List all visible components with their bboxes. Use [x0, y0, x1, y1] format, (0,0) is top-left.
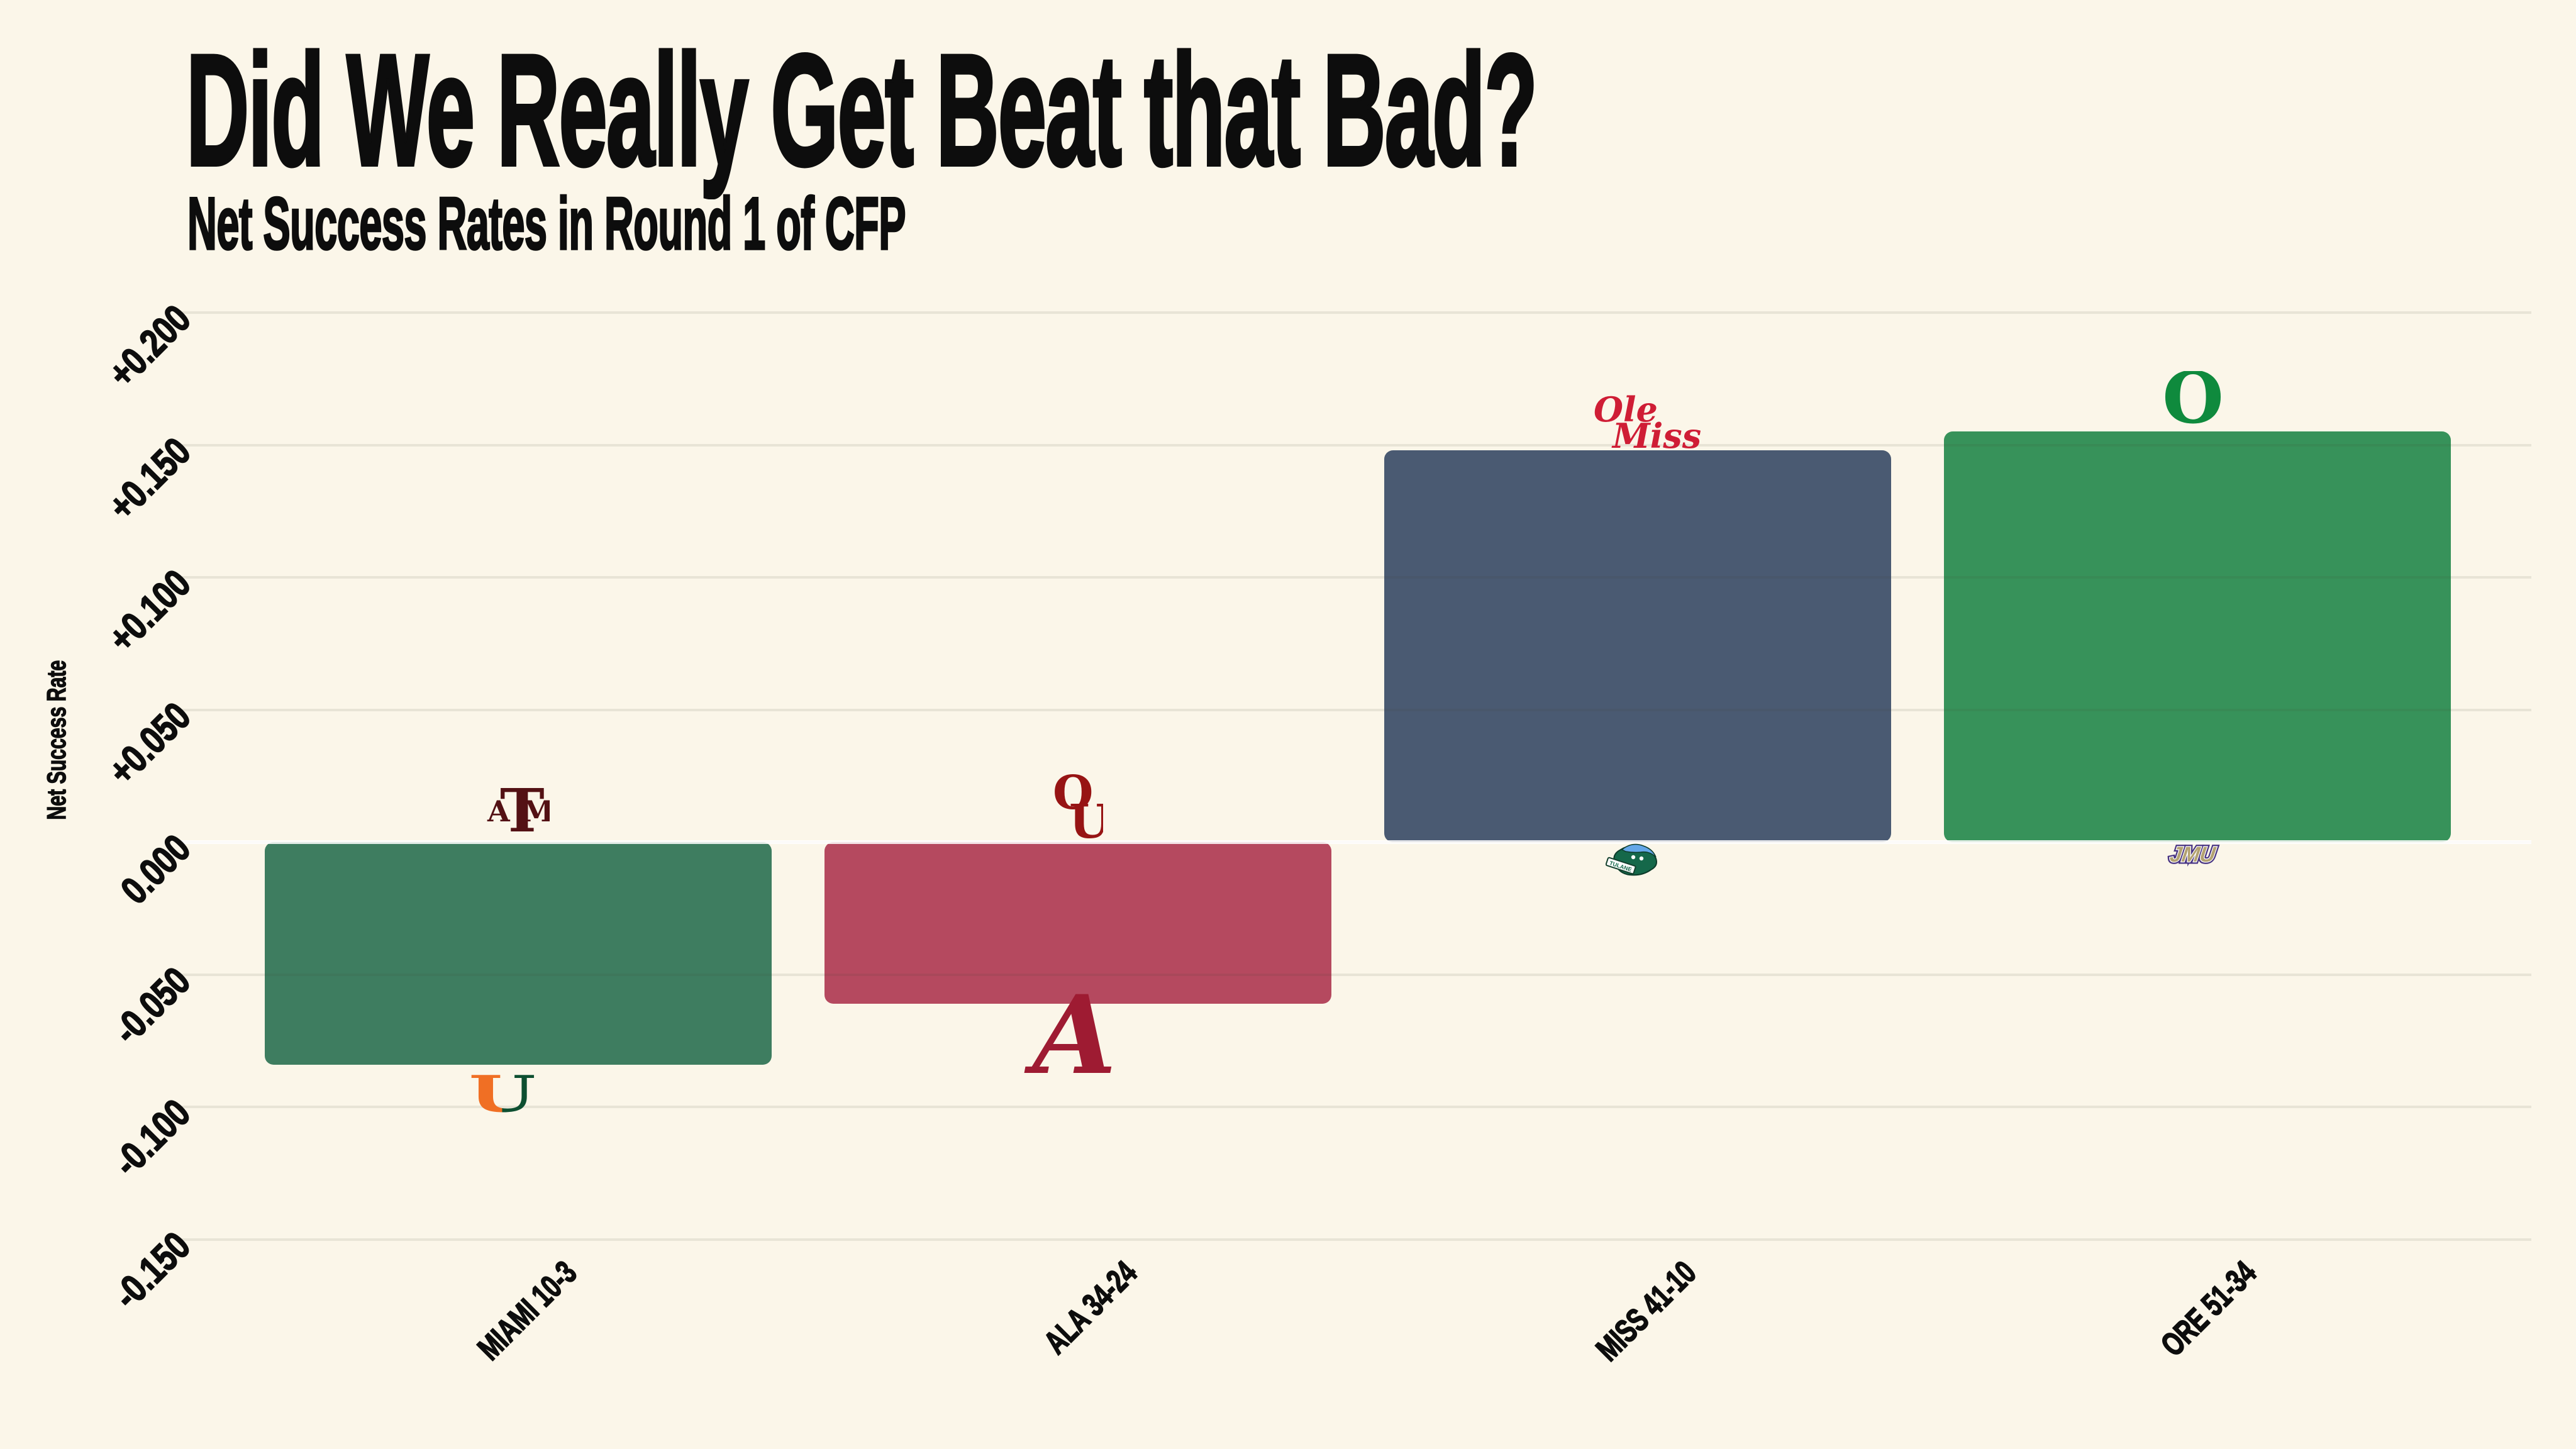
gridline: [180, 1238, 2531, 1241]
jmu-text-outline: JMU: [2168, 843, 2218, 867]
ole-miss-word-ole: Ole: [1594, 389, 1658, 430]
oregon-letter-o: O: [2164, 371, 2222, 425]
x-tick-label: ORE 51-34: [2153, 1254, 2263, 1364]
x-tick-label: MIAMI 10-3: [470, 1254, 584, 1368]
ole-miss-logo: Ole Miss: [1594, 389, 1702, 456]
gridline: [180, 973, 2531, 976]
ole-miss-word-miss: Miss: [1613, 416, 1702, 456]
oklahoma-letter-o: O: [1053, 769, 1093, 820]
y-axis-title: Net Success Rate: [41, 660, 71, 820]
bar-miami-10-3: [265, 842, 772, 1065]
gridline: [180, 576, 2531, 579]
y-tick-label: +0.050: [99, 694, 199, 794]
tulane-eye-left: [1631, 855, 1636, 860]
texas-am-letter-t: T: [500, 776, 545, 836]
y-tick-label: +0.150: [99, 429, 199, 529]
oregon-o-logo: O: [2162, 357, 2224, 440]
miami-u-logo: U: [469, 1069, 536, 1119]
tulane-wave-logo: TULANE: [1605, 843, 1662, 881]
chart-title: Did We Really Get Beat that Bad?: [185, 22, 1538, 199]
texas-am-logo: A M T: [487, 774, 554, 846]
jmu-text: JMU: [2168, 843, 2218, 867]
zero-baseline: [180, 840, 2531, 844]
gridline: [180, 443, 2531, 447]
gridline: [180, 311, 2531, 314]
tulane-eye-right: [1639, 856, 1644, 861]
chart-subtitle: Net Success Rates in Round 1 of CFP: [187, 181, 906, 267]
oklahoma-letter-u: U: [1069, 795, 1103, 841]
tulane-wave-crest: [1621, 843, 1657, 858]
bar-ore-51-34: [1944, 431, 2451, 842]
gridline: [180, 1106, 2531, 1108]
oklahoma-ou-logo: O U: [1053, 766, 1110, 849]
y-tick-label: +0.200: [99, 296, 199, 396]
bar-miss-41-10: [1384, 450, 1891, 842]
alabama-script-a-logo: A: [1033, 981, 1116, 1089]
x-tick-label: MISS 41-10: [1589, 1254, 1704, 1369]
alabama-letter-a: A: [1033, 971, 1117, 1099]
x-tick-label: ALA 34-24: [1036, 1254, 1144, 1362]
miami-u-letter: U: [469, 1064, 536, 1124]
texas-am-letter-m: M: [522, 794, 550, 828]
y-tick-label: +0.100: [99, 561, 199, 661]
jmu-logo: JMU JMU: [2166, 841, 2220, 870]
bar-ala-34-24: [824, 842, 1331, 1004]
texas-am-letter-a: A: [487, 794, 511, 828]
gridline: [180, 708, 2531, 711]
